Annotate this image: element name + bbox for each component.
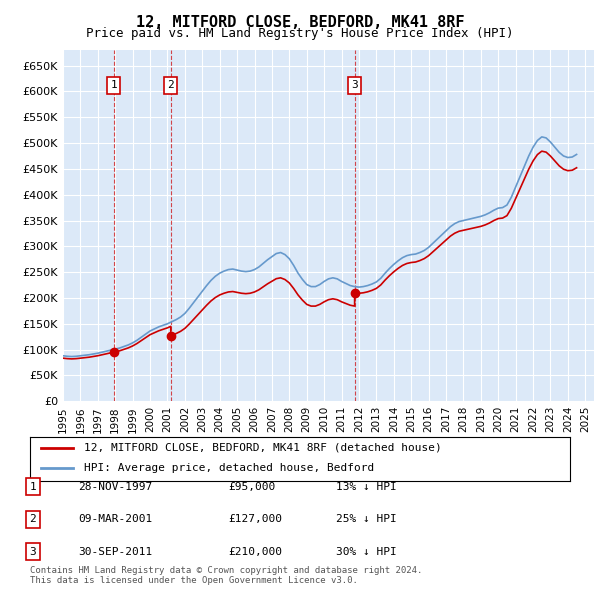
Text: 09-MAR-2001: 09-MAR-2001 [78, 514, 152, 524]
Text: 3: 3 [29, 547, 37, 556]
Text: 1: 1 [29, 482, 37, 491]
Text: 12, MITFORD CLOSE, BEDFORD, MK41 8RF: 12, MITFORD CLOSE, BEDFORD, MK41 8RF [136, 15, 464, 30]
Text: £210,000: £210,000 [228, 547, 282, 556]
Text: Price paid vs. HM Land Registry's House Price Index (HPI): Price paid vs. HM Land Registry's House … [86, 27, 514, 40]
Text: 3: 3 [351, 80, 358, 90]
Text: 30% ↓ HPI: 30% ↓ HPI [336, 547, 397, 556]
Text: HPI: Average price, detached house, Bedford: HPI: Average price, detached house, Bedf… [84, 464, 374, 473]
Text: 30-SEP-2011: 30-SEP-2011 [78, 547, 152, 556]
Text: 2: 2 [29, 514, 37, 524]
Text: 1: 1 [110, 80, 117, 90]
Text: 2: 2 [167, 80, 174, 90]
Text: 25% ↓ HPI: 25% ↓ HPI [336, 514, 397, 524]
Text: Contains HM Land Registry data © Crown copyright and database right 2024.
This d: Contains HM Land Registry data © Crown c… [30, 566, 422, 585]
Text: £95,000: £95,000 [228, 482, 275, 491]
Text: 13% ↓ HPI: 13% ↓ HPI [336, 482, 397, 491]
Text: £127,000: £127,000 [228, 514, 282, 524]
Text: 12, MITFORD CLOSE, BEDFORD, MK41 8RF (detached house): 12, MITFORD CLOSE, BEDFORD, MK41 8RF (de… [84, 442, 442, 453]
Text: 28-NOV-1997: 28-NOV-1997 [78, 482, 152, 491]
